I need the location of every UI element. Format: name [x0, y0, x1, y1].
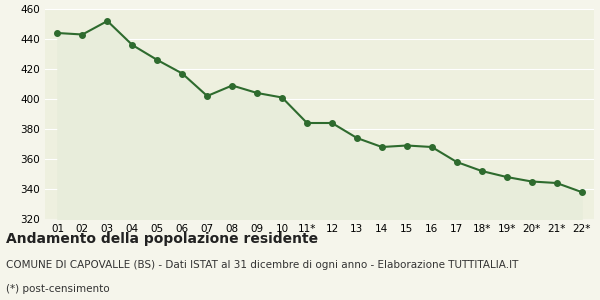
Text: Andamento della popolazione residente: Andamento della popolazione residente [6, 232, 318, 247]
Text: (*) post-censimento: (*) post-censimento [6, 284, 110, 293]
Text: COMUNE DI CAPOVALLE (BS) - Dati ISTAT al 31 dicembre di ogni anno - Elaborazione: COMUNE DI CAPOVALLE (BS) - Dati ISTAT al… [6, 260, 518, 269]
